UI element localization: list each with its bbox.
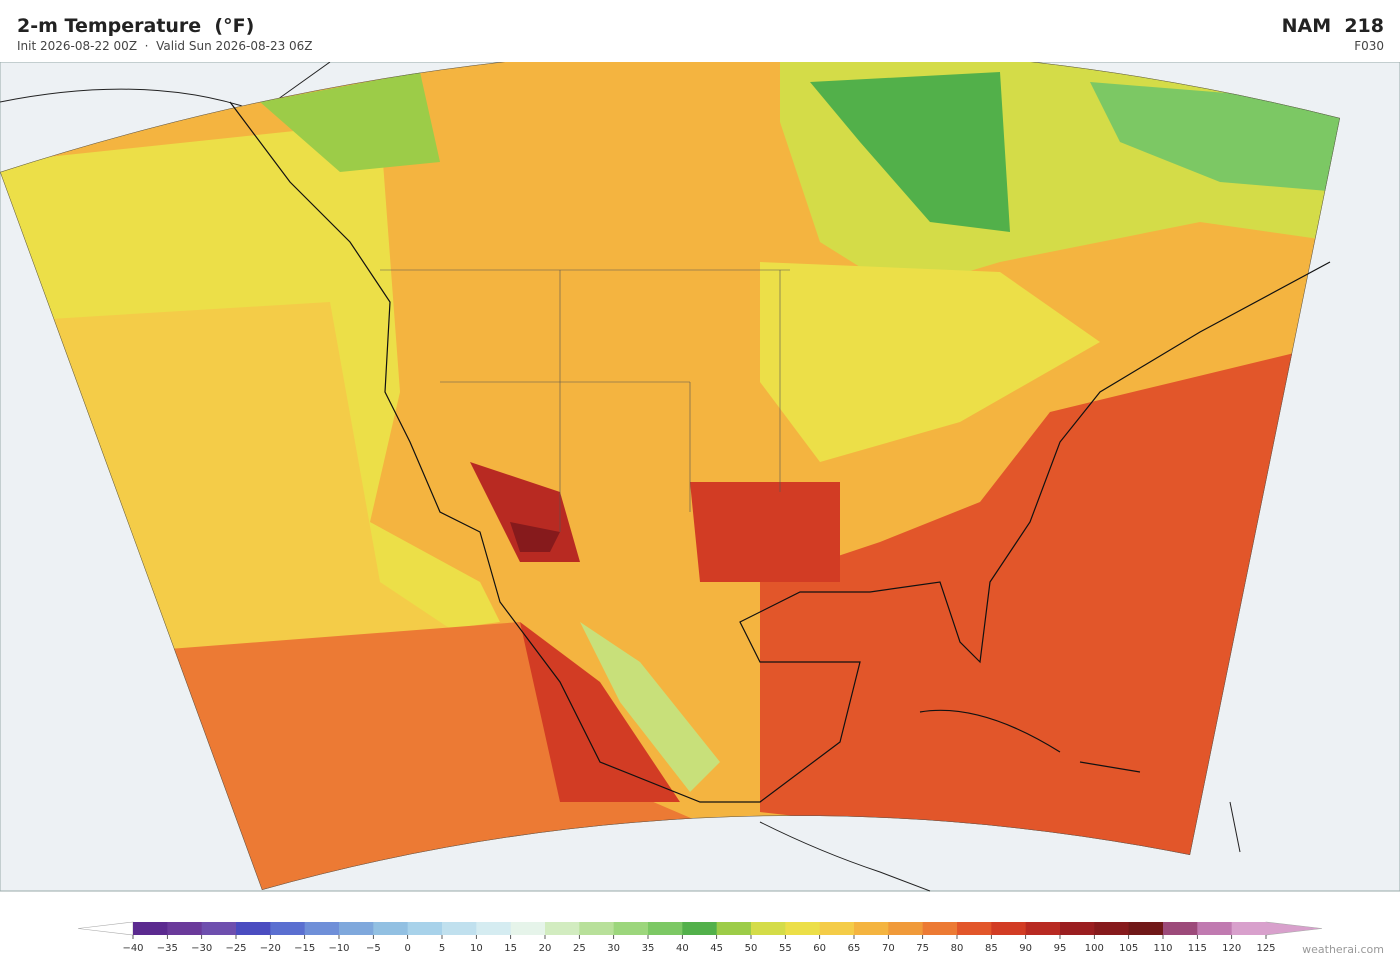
colorbar-segment bbox=[957, 922, 992, 935]
colorbar-segment bbox=[1197, 922, 1233, 935]
colorbar-segment bbox=[270, 922, 306, 935]
colorbar-segment bbox=[373, 922, 409, 935]
colorbar-tick-label: 125 bbox=[1256, 943, 1275, 954]
colorbar-tick-label: −10 bbox=[328, 943, 349, 954]
colorbar-under bbox=[77, 921, 134, 936]
colorbar-tick-label: 40 bbox=[676, 943, 689, 954]
colorbar-segment bbox=[1025, 922, 1061, 935]
model-name: NAM 218 bbox=[1281, 15, 1384, 37]
colorbar-tick-label: −35 bbox=[157, 943, 178, 954]
colorbar-segment bbox=[819, 922, 855, 935]
colorbar-tick-label: −20 bbox=[260, 943, 281, 954]
field-gulf-atlantic bbox=[760, 342, 1340, 862]
colorbar-tick-label: 115 bbox=[1188, 943, 1207, 954]
colorbar-tick-label: 95 bbox=[1054, 943, 1067, 954]
colorbar-tick-label: −5 bbox=[366, 943, 381, 954]
colorbar-segment bbox=[579, 922, 615, 935]
colorbar-tick-label: 60 bbox=[813, 943, 826, 954]
colorbar-tick-label: 80 bbox=[951, 943, 964, 954]
colorbar-segment bbox=[339, 922, 374, 935]
island-coastline bbox=[919, 709, 1141, 773]
colorbar-tick-label: 35 bbox=[642, 943, 655, 954]
field-plains-hot bbox=[690, 482, 840, 582]
colorbar-over bbox=[1265, 921, 1323, 936]
colorbar-tick-label: 0 bbox=[404, 943, 410, 954]
colorbar-segment bbox=[888, 922, 924, 935]
colorbar-segment bbox=[613, 922, 649, 935]
colorbar-segment bbox=[1128, 922, 1164, 935]
colorbar-tick-label: 30 bbox=[607, 943, 620, 954]
colorbar-tick-label: 15 bbox=[504, 943, 517, 954]
colorbar-segment bbox=[648, 922, 683, 935]
field-canada-cool bbox=[810, 72, 1010, 232]
colorbar-tick-label: 70 bbox=[882, 943, 895, 954]
colorbar-segment bbox=[167, 922, 203, 935]
colorbar-segment bbox=[510, 922, 546, 935]
colorbar-tick-label: 105 bbox=[1119, 943, 1138, 954]
map-subtitle: Init 2026-08-22 00Z · Valid Sun 2026-08-… bbox=[17, 39, 313, 53]
colorbar-tick-label: 25 bbox=[573, 943, 586, 954]
colorbar-segment bbox=[476, 922, 512, 935]
colorbar-segment bbox=[133, 922, 168, 935]
colorbar-segment bbox=[1094, 922, 1130, 935]
colorbar-tick-label: 10 bbox=[470, 943, 483, 954]
field-bc-cool bbox=[260, 72, 440, 172]
colorbar-segment bbox=[682, 922, 718, 935]
coastline bbox=[229, 101, 1331, 803]
colorbar-tick-label: 120 bbox=[1222, 943, 1241, 954]
colorbar-tick-label: 85 bbox=[985, 943, 998, 954]
field-quebec-cool bbox=[1090, 82, 1340, 192]
colorbar-tick-label: −40 bbox=[122, 943, 143, 954]
colorbar-tick-label: 45 bbox=[710, 943, 723, 954]
colorbar-tick-label: 5 bbox=[439, 943, 445, 954]
colorbar-segment bbox=[201, 922, 237, 935]
colorbar-tick-label: 65 bbox=[848, 943, 861, 954]
map bbox=[0, 62, 1400, 892]
temperature-field bbox=[0, 62, 1340, 891]
colorbar-tick-label: 55 bbox=[779, 943, 792, 954]
colorbar-segment bbox=[991, 922, 1027, 935]
colorbar-segment bbox=[545, 922, 580, 935]
colorbar-tick-label: 100 bbox=[1085, 943, 1104, 954]
colorbar-segment bbox=[785, 922, 821, 935]
field-sierra-madre bbox=[580, 622, 720, 792]
colorbar-tick-label: −15 bbox=[294, 943, 315, 954]
colorbar-tick-label: 50 bbox=[745, 943, 758, 954]
colorbar-segment bbox=[304, 922, 340, 935]
colorbar-segment bbox=[1060, 922, 1095, 935]
credit: weatherai.com bbox=[1302, 943, 1384, 956]
colorbar-segment bbox=[407, 922, 443, 935]
colorbar: −40 −35 −30 −25 −20 −15 −10 −5 0 5 10 15 20 25 30 35 40 4… bbox=[77, 921, 1323, 954]
colorbar-segment bbox=[716, 922, 752, 935]
colorbar-tick-label: 75 bbox=[916, 943, 929, 954]
colorbar-tick-label: 110 bbox=[1153, 943, 1172, 954]
colorbar-tick-label: −25 bbox=[225, 943, 246, 954]
colorbar-segment bbox=[751, 922, 786, 935]
colorbar-tick-label: 20 bbox=[539, 943, 552, 954]
colorbar-tick-label: −30 bbox=[191, 943, 212, 954]
field-desert-hottest bbox=[510, 522, 560, 552]
colorbar-segment bbox=[1231, 922, 1267, 935]
colorbar-segment bbox=[1163, 922, 1198, 935]
map-title: 2-m Temperature (°F) bbox=[17, 15, 255, 37]
colorbar-segment bbox=[854, 922, 889, 935]
colorbar-segment bbox=[442, 922, 477, 935]
field-mexico-coast bbox=[520, 622, 680, 802]
colorbar-tick-label: 90 bbox=[1019, 943, 1032, 954]
field-midwest bbox=[760, 262, 1100, 462]
forecast-hour: F030 bbox=[1354, 39, 1384, 53]
boundaries bbox=[380, 269, 790, 532]
colorbar-segment bbox=[922, 922, 958, 935]
colorbar-segment bbox=[236, 922, 271, 935]
